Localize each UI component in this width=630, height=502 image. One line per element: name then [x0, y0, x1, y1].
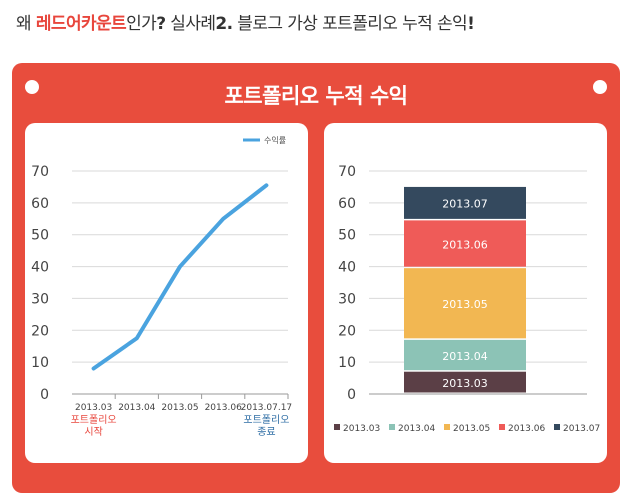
headline-rest: 블로그 가상 포트폴리오 누적 손익 — [232, 14, 468, 34]
y-tick-label: 20 — [338, 323, 356, 339]
line-chart: 0 10 20 30 40 50 60 70 2013.03 2013.04 2013.05 2013… — [31, 135, 293, 438]
panel-dot-left — [25, 80, 39, 94]
legend-swatch — [444, 424, 450, 430]
legend-swatch — [334, 424, 340, 430]
y-tick-label: 10 — [338, 355, 356, 371]
x-tick-label: 2013.06 — [205, 403, 242, 413]
headline-number: 2. — [215, 14, 233, 34]
legend-label: 수익률 — [264, 135, 286, 145]
bar-segment-label: 2013.06 — [442, 238, 488, 251]
x-tick-label: 2013.03 — [75, 403, 112, 413]
x-annotation-label: 포트폴리오 — [71, 414, 117, 426]
legend-label: 2013.05 — [453, 424, 490, 434]
x-tick-label: 2013.05 — [161, 403, 198, 413]
y-tick-label: 70 — [338, 164, 356, 180]
bar-segment — [404, 220, 526, 267]
legend-label: 2013.07 — [563, 424, 600, 434]
headline-bang: ! — [467, 14, 475, 34]
y-tick-label: 50 — [31, 228, 49, 244]
x-tick-label: 2013.04 — [118, 403, 155, 413]
headline-question: ? — [156, 14, 166, 34]
y-tick-label: 60 — [338, 196, 356, 212]
bar-segment-label: 2013.04 — [442, 350, 488, 363]
y-tick-label: 40 — [338, 260, 356, 276]
series-line — [91, 183, 269, 371]
chart-panel: 포트폴리오 누적 수익 0 10 20 30 40 50 60 70 2013.03 2013.0… — [12, 63, 620, 493]
x-tick-label: 2013.07.17 — [241, 403, 293, 413]
stacked-bar-card: 0 10 20 30 40 50 60 70 2013.03 2013.04 2013.05 2013… — [324, 123, 607, 463]
y-tick-label: 0 — [40, 387, 49, 403]
bar-segment-label: 2013.03 — [442, 377, 488, 390]
bar-segment — [404, 186, 526, 219]
headline-accent: 레드어카운트 — [35, 14, 127, 34]
y-tick-label: 60 — [31, 196, 49, 212]
stacked-bar-chart: 0 10 20 30 40 50 60 70 2013.03 2013.04 2013.05 2013… — [334, 164, 600, 434]
x-annotation-label: 시작 — [84, 426, 102, 438]
bar-segment — [404, 268, 526, 339]
y-tick-label: 50 — [338, 228, 356, 244]
panel-title: 포트폴리오 누적 수익 — [224, 84, 408, 108]
headline-part: 실사례 — [165, 14, 216, 34]
x-annotation-label: 포트폴리오 — [243, 414, 289, 426]
y-tick-label: 30 — [31, 291, 49, 307]
y-tick-label: 30 — [338, 291, 356, 307]
bar-segment-label: 2013.05 — [442, 298, 488, 311]
legend-label: 2013.03 — [343, 424, 380, 434]
legend-swatch — [554, 424, 560, 430]
y-tick-label: 10 — [31, 355, 49, 371]
headline: 왜 레드어카운트인가? 실사례2. 블로그 가상 포트폴리오 누적 손익! — [16, 9, 475, 34]
line-chart-card: 0 10 20 30 40 50 60 70 2013.03 2013.04 2013.05 2013… — [25, 123, 308, 463]
y-tick-label: 0 — [347, 387, 356, 403]
headline-mid: 인가 — [126, 14, 157, 34]
y-tick-label: 20 — [31, 323, 49, 339]
legend-label: 2013.06 — [508, 424, 545, 434]
bar-segment — [404, 371, 526, 393]
y-tick-label: 40 — [31, 260, 49, 276]
headline-prefix: 왜 — [16, 14, 36, 34]
bar-segment — [404, 339, 526, 371]
legend-label: 2013.04 — [398, 424, 435, 434]
bar-segment-label: 2013.07 — [442, 198, 488, 211]
x-annotation-label: 종료 — [257, 426, 275, 438]
legend-swatch — [389, 424, 395, 430]
legend-swatch — [499, 424, 505, 430]
y-tick-label: 70 — [31, 164, 49, 180]
panel-dot-right — [593, 80, 607, 94]
